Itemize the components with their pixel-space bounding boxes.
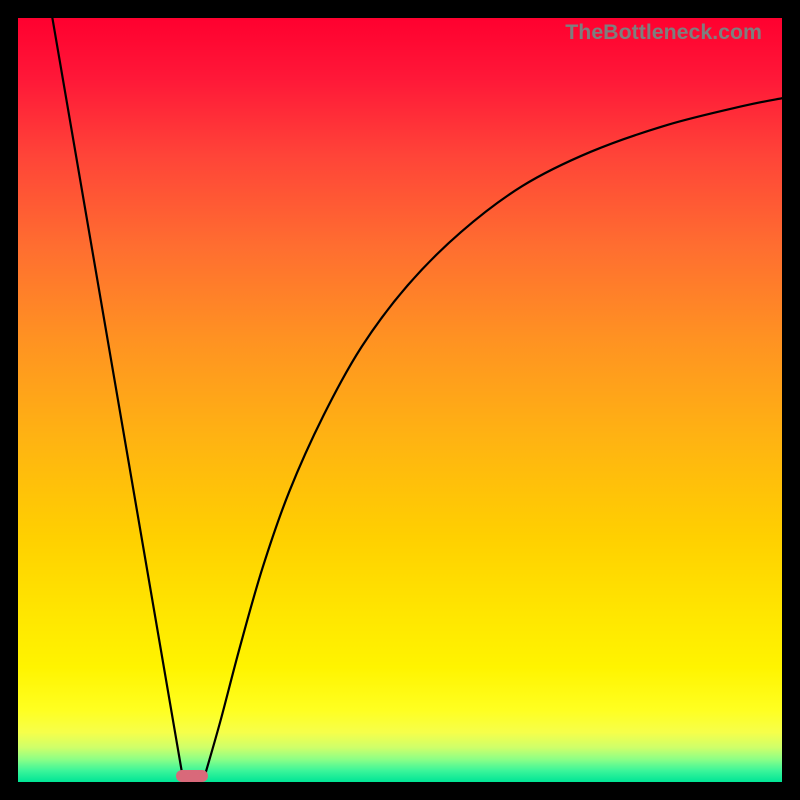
bottleneck-curve bbox=[18, 18, 782, 782]
chart-frame: TheBottleneck.com bbox=[0, 0, 800, 800]
watermark-text: TheBottleneck.com bbox=[565, 20, 762, 45]
plot-area bbox=[18, 18, 782, 782]
minimum-marker bbox=[176, 770, 208, 781]
